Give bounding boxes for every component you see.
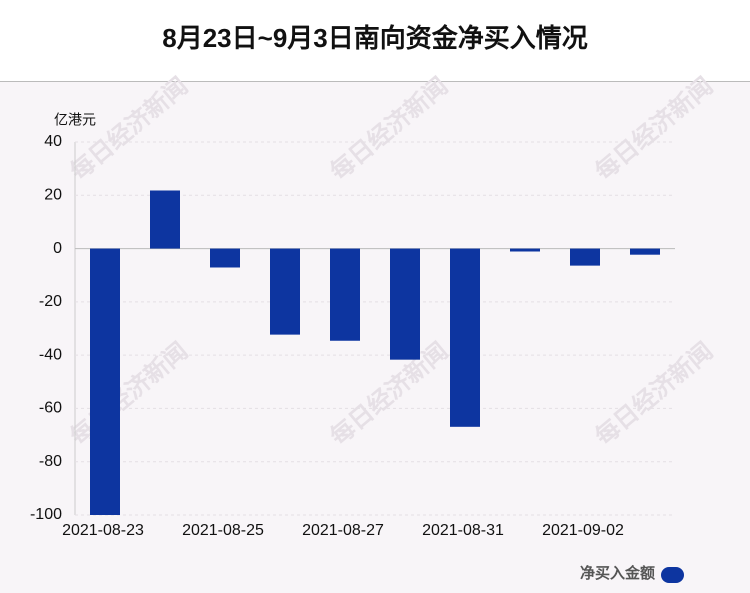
y-tick-label: 40 (44, 133, 62, 150)
bar (450, 248, 480, 427)
title-band (0, 0, 750, 81)
y-tick-label: 20 (44, 187, 62, 204)
bar (510, 248, 540, 252)
y-tick-label: -80 (39, 453, 62, 470)
x-tick-label: 2021-08-31 (422, 522, 504, 539)
x-tick-label: 2021-08-23 (62, 522, 144, 539)
bar (270, 248, 300, 335)
y-tick-label: -60 (39, 400, 62, 417)
y-tick-label: -100 (30, 506, 62, 523)
bar (90, 248, 120, 516)
chart-title: 8月23日~9月3日南向资金净买入情况 (162, 23, 587, 53)
legend-swatch (661, 567, 684, 583)
y-axis-unit: 亿港元 (54, 112, 96, 128)
y-tick-label: 0 (53, 240, 62, 257)
y-tick-label: -40 (39, 346, 62, 363)
x-tick-label: 2021-09-02 (542, 522, 624, 539)
bar (150, 190, 180, 249)
bar (390, 248, 420, 360)
x-tick-label: 2021-08-27 (302, 522, 384, 539)
y-tick-label: -20 (39, 293, 62, 310)
bar (570, 248, 600, 266)
x-tick-label: 2021-08-25 (182, 522, 264, 539)
legend-label: 净买入金额 (580, 564, 655, 582)
bar (330, 248, 360, 341)
bar (630, 248, 660, 255)
bar (210, 248, 240, 268)
